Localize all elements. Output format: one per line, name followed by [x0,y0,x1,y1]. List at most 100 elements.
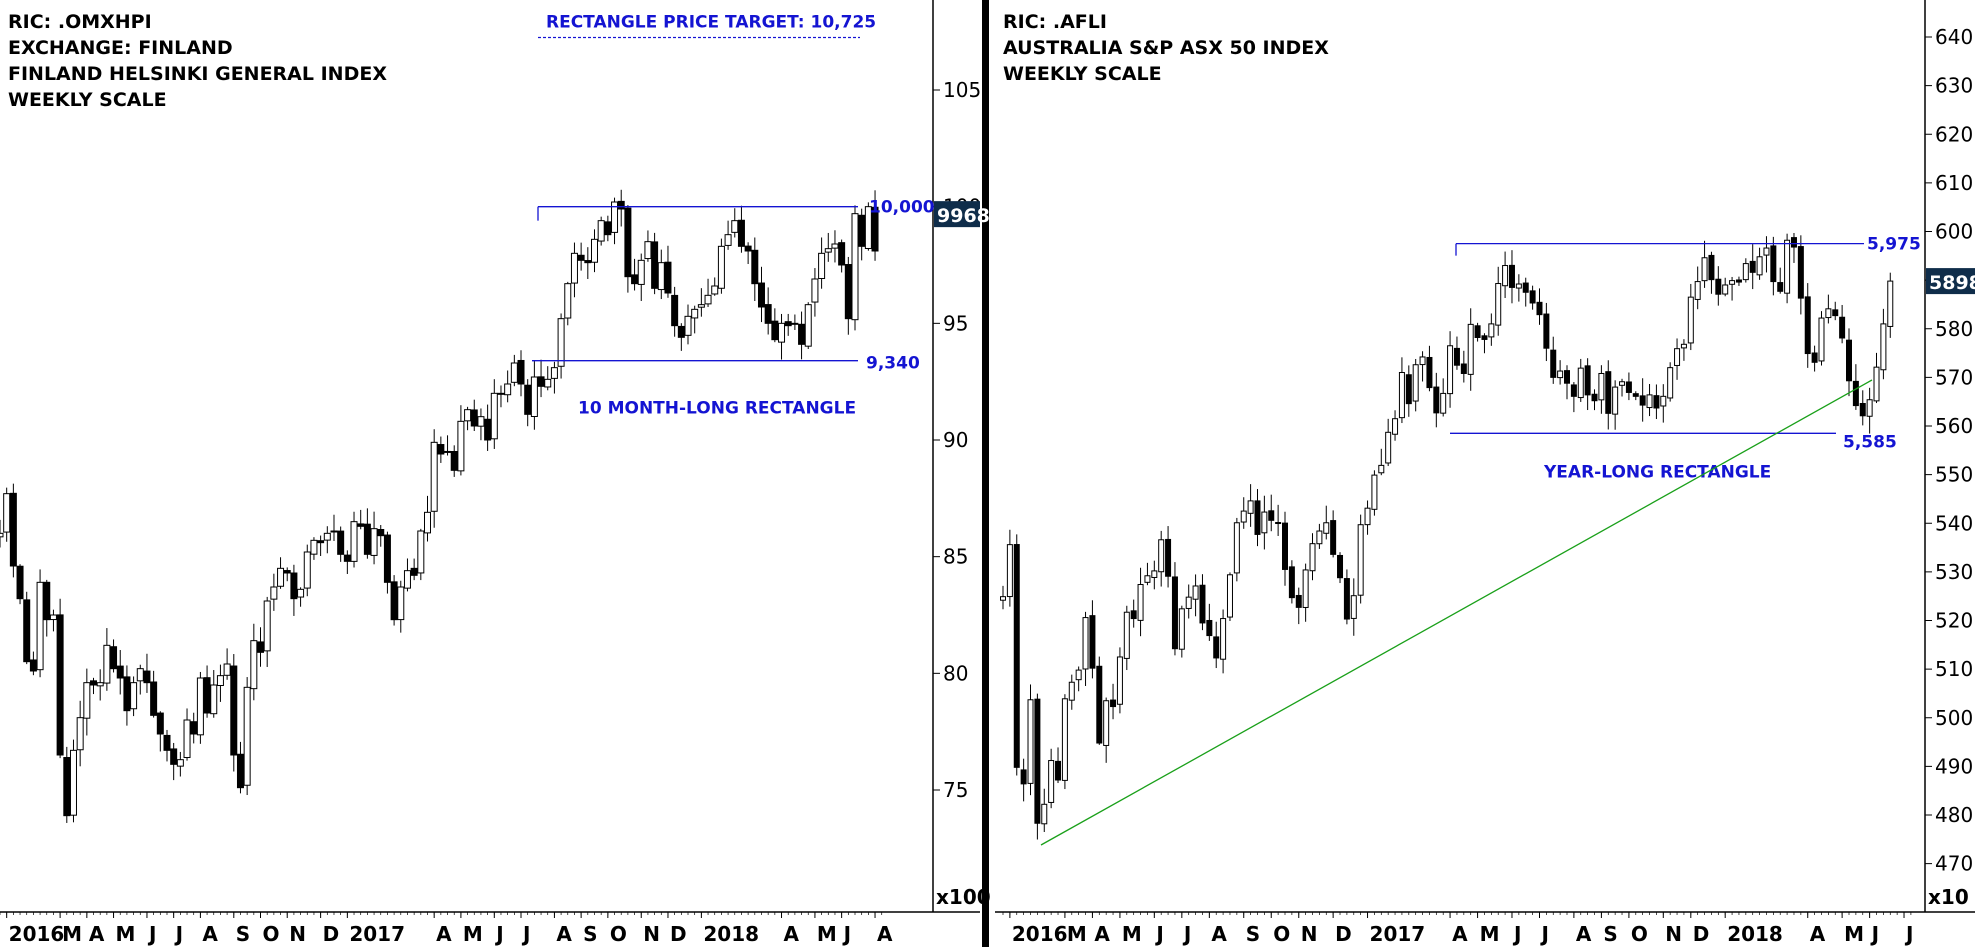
right-candle [1000,585,1006,610]
left-candle [684,304,692,345]
candle-body-up [1557,370,1564,379]
right-candle [1357,514,1364,604]
candle-body-up [1378,464,1385,474]
right-candle [1302,563,1309,622]
candle-body-down [110,646,118,670]
candle-body-down [577,254,585,261]
left-x-tick-label: A [784,922,800,946]
candle-body-up [1694,281,1701,300]
right-candle [1508,250,1515,304]
right-x-tick-label: D [1693,922,1710,946]
left-candle [236,741,244,794]
candle-body-up [350,521,358,562]
left-candle [724,220,732,250]
left-candle [664,245,672,298]
left-candle [570,242,578,298]
left-y-tick-label: 75 [943,778,968,802]
candle-body-down [90,680,98,686]
left-candle [437,436,445,463]
right-candle [1866,387,1873,434]
candle-body-up [330,530,338,533]
candle-body-up [477,416,485,427]
right-candle [1123,605,1130,671]
candle-body-down [784,321,792,327]
right-candle [1680,339,1687,361]
left-candle [557,313,565,379]
candle-body-down [1790,237,1797,248]
candle-body-down [1034,698,1041,824]
candle-body-down [170,748,178,765]
right-candle [1447,331,1454,408]
left-candle [90,677,98,695]
left-x-tick-label: J [494,922,503,946]
right-candle [1550,336,1557,384]
left-candle [470,399,478,431]
candle-body-up [1048,760,1055,803]
candle-body-up [657,262,665,291]
right-candle [1522,277,1529,307]
candle-body-up [1419,356,1426,366]
left-candle [83,668,91,736]
right-candle [1467,308,1474,391]
candle-body-down [29,659,37,672]
right-y-tick-label: 640 [1935,25,1973,49]
candle-body-up [1302,569,1309,608]
left-x-tick-label: A [436,922,452,946]
left-candle [43,579,51,637]
right-x-tick-label: A [1810,922,1826,946]
right-candle [1859,390,1866,426]
left-candle [49,609,57,632]
left-x-tick-label: M [116,922,136,946]
candle-body-down [584,260,592,264]
candle-body-down [764,304,772,324]
candle-body-down [63,757,71,817]
left-x-tick-label: O [610,922,627,946]
right-y-tick-label: 500 [1935,706,1973,730]
left-candle [383,531,391,594]
left-candle [477,408,485,441]
candle-body-down [1770,245,1777,283]
candle-body-up [1226,574,1233,618]
right-candle [1852,364,1859,410]
left-candle [537,359,545,398]
left-candle [590,229,598,273]
right-candle [1502,251,1509,299]
right-candle [1103,697,1110,763]
candle-body-up [457,420,465,472]
right-x-tick-label: M [1067,922,1087,946]
candle-body-up [69,749,77,816]
candle-body-down [1846,339,1852,382]
left-candle [711,277,719,296]
candle-body-up [1041,803,1048,825]
left-candle [250,623,258,701]
candle-body-down [377,529,385,537]
left-candle [737,205,745,253]
right-candle [1371,470,1378,516]
candle-body-down [624,207,632,278]
right-candle [1412,358,1419,412]
left-x-tick-label: O [263,922,280,946]
candle-body-up [36,581,44,671]
right-candle [1687,283,1694,351]
left-x-tick-label: 2016 [9,922,65,946]
candle-body-up [824,248,832,253]
right-candle [1653,384,1660,420]
left-chart: 7580859095100105x10099682016MAMJJASOND20… [0,0,991,946]
left-candle [96,669,104,701]
right-candle [1818,311,1825,366]
candle-body-down [677,325,685,338]
left-candle [818,237,826,289]
right-candle [1619,378,1626,397]
right-y-tick-label: 570 [1935,365,1973,389]
left-x-tick-label: S [236,922,250,946]
left-candle [424,495,431,542]
candle-body-down [1453,347,1460,366]
candle-body-up [1818,317,1825,362]
right-pattern-label: YEAR-LONG RECTANGLE [1543,462,1771,482]
left-x-tick-label: A [877,922,893,946]
right-candle [1364,500,1371,535]
right-candle [1392,410,1399,441]
right-candle [1171,562,1178,656]
right-index-name: AUSTRALIA S&P ASX 50 INDEX [1003,37,1329,59]
